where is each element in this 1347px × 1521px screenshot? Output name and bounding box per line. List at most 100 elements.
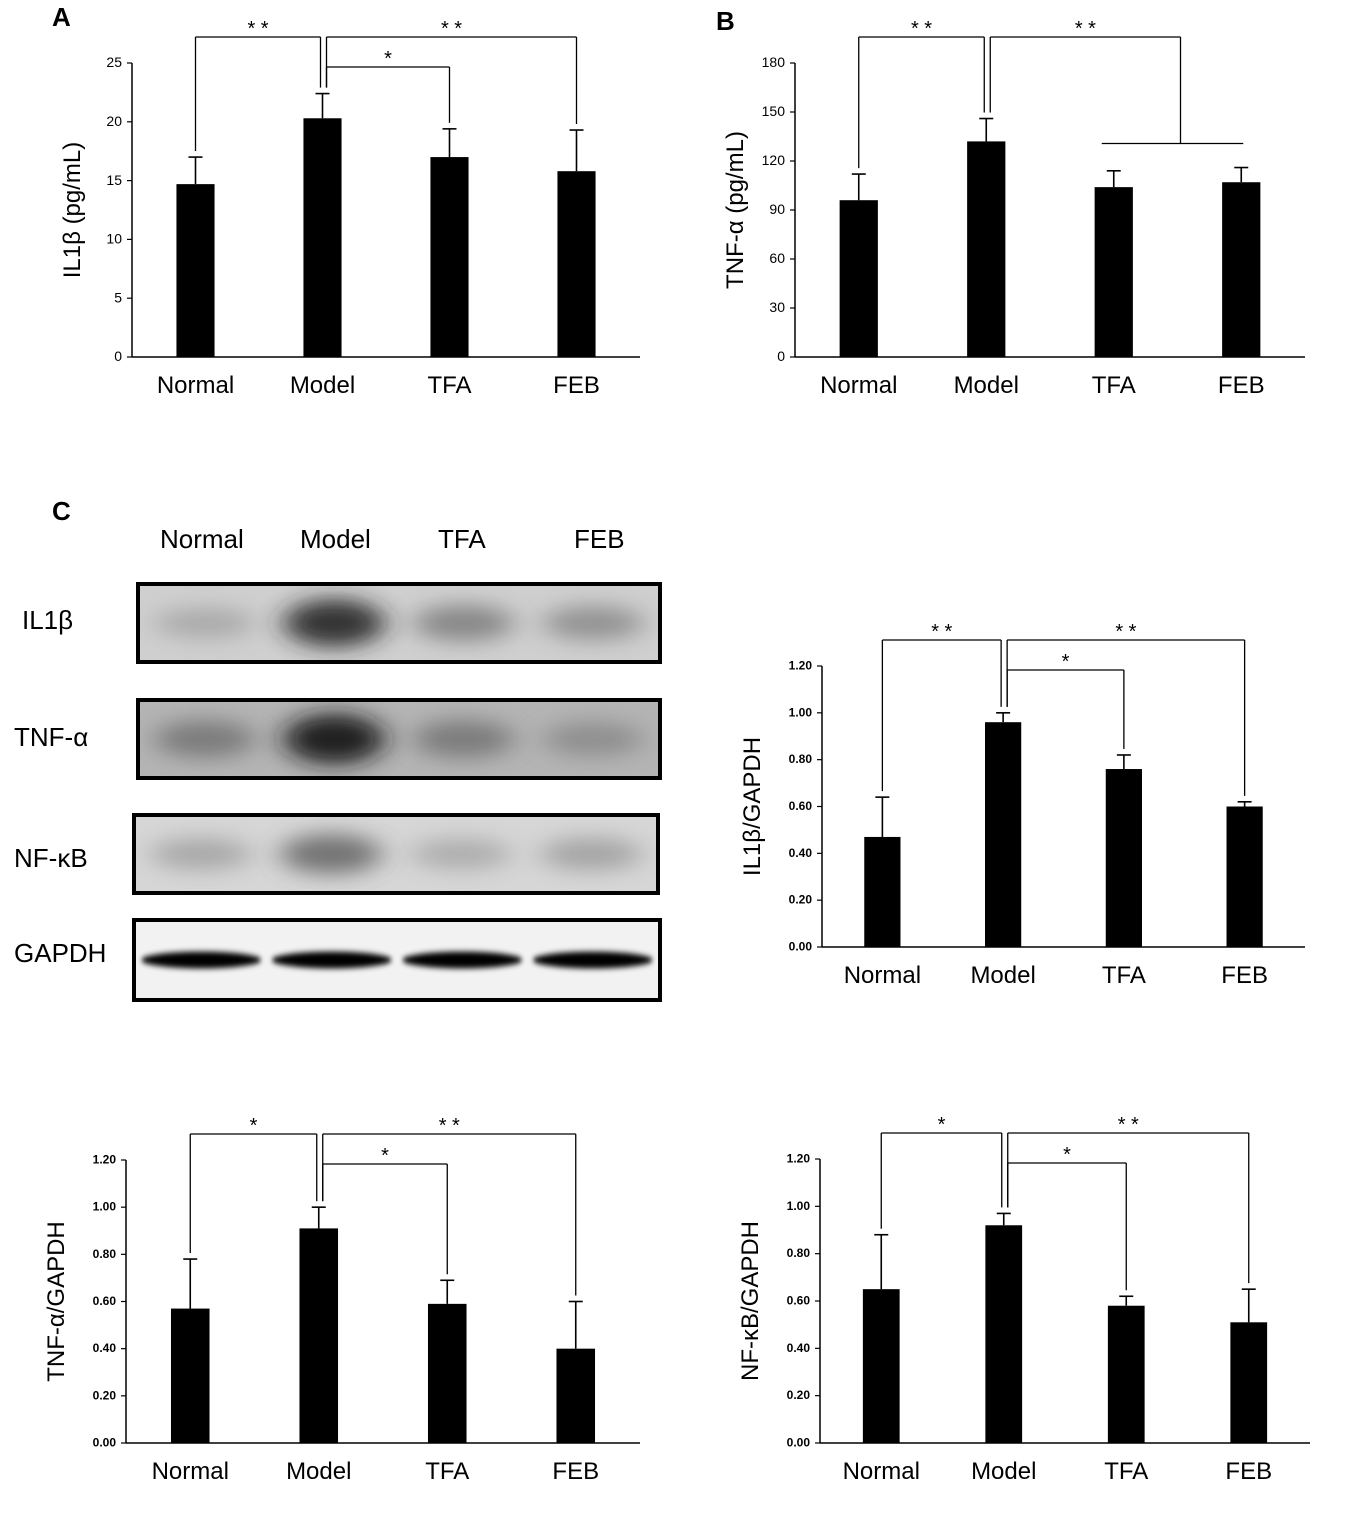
x-tick-label: Normal — [820, 372, 897, 399]
x-tick-label: Normal — [152, 1458, 229, 1485]
bar-model — [967, 141, 1006, 357]
significance-label: * * — [247, 18, 268, 40]
chart-b-tnfa-elisa: 0 30 60 90 120 150 180 TNF-α (pg/mL) Normal Model… — [695, 0, 1335, 410]
bar-tfa — [1105, 769, 1142, 947]
blot-row-label-nfkb: NF-κB — [14, 843, 88, 873]
bar-tfa — [1094, 187, 1133, 357]
y-tick-label: 60 — [769, 250, 785, 266]
bar-tfa — [427, 1303, 467, 1443]
y-tick-label: 0.40 — [787, 1341, 811, 1355]
y-tick-label: 5 — [114, 289, 122, 305]
blot-row-label-tnfa: TNF-α — [14, 722, 89, 752]
x-tick-label: Model — [290, 372, 355, 399]
y-axis-title: NF-κB/GAPDH — [737, 1221, 764, 1381]
blot-band — [413, 720, 515, 758]
blot-row-label-gapdh: GAPDH — [14, 938, 107, 968]
y-tick-label: 30 — [769, 299, 785, 315]
x-tick-label: TFA — [1102, 962, 1146, 989]
x-tick-label: TFA — [1104, 1458, 1148, 1485]
significance-label: * * — [439, 1115, 460, 1137]
x-tick-label: Normal — [843, 1458, 920, 1485]
bar-normal — [176, 184, 215, 357]
x-tick-label: FEB — [553, 372, 600, 399]
blot-band — [154, 720, 256, 758]
y-tick-label: 0.00 — [93, 1435, 117, 1449]
significance-label: * — [250, 1115, 258, 1137]
significance-label: * — [1062, 651, 1070, 673]
y-tick-label: 0.60 — [789, 799, 813, 813]
bar-feb — [1230, 1322, 1268, 1443]
panel-letter-c: C — [52, 496, 71, 526]
chart-c-tnfa-gapdh: 0.00 0.20 0.40 0.60 0.80 1.00 1.20 TNF-α/GAPDH N… — [30, 1115, 670, 1515]
blot-strip-nfkb — [132, 813, 660, 895]
x-tick-label: FEB — [552, 1458, 599, 1485]
x-tick-label: Model — [970, 962, 1035, 989]
y-tick-label: 120 — [762, 152, 786, 168]
bar-feb — [556, 1348, 596, 1443]
y-tick-label: 15 — [106, 172, 122, 188]
x-tick-label: Model — [954, 372, 1019, 399]
y-tick-label: 10 — [106, 231, 122, 247]
significance-label: * — [381, 1145, 389, 1167]
blot-strip-gapdh — [132, 918, 662, 1002]
x-tick-label: TFA — [425, 1458, 469, 1485]
y-tick-label: 180 — [762, 54, 786, 70]
bar-tfa — [430, 157, 469, 357]
blot-band — [271, 951, 392, 969]
y-axis-title: TNF-α (pg/mL) — [722, 131, 749, 289]
x-tick-label: Model — [971, 1458, 1036, 1485]
blot-lane-normal: Normal — [160, 524, 244, 554]
blot-strip-tnfa — [136, 698, 662, 780]
y-tick-label: 1.00 — [789, 705, 813, 719]
significance-label: * * — [1075, 18, 1096, 40]
bar-normal — [170, 1308, 210, 1443]
bar-normal — [862, 1289, 900, 1443]
y-tick-label: 0 — [777, 348, 785, 364]
blot-strip-il1b — [136, 582, 662, 664]
y-tick-label: 0.40 — [789, 846, 813, 860]
panel-letter-a: A — [52, 2, 71, 32]
y-tick-label: 90 — [769, 201, 785, 217]
significance-label: * * — [911, 18, 932, 40]
y-tick-label: 0.20 — [93, 1388, 117, 1402]
significance-label: * — [384, 48, 392, 70]
blot-band — [283, 599, 385, 647]
x-tick-label: Normal — [844, 962, 921, 989]
significance-label: * * — [1115, 621, 1136, 643]
blot-band — [532, 951, 653, 969]
x-tick-label: Model — [286, 1458, 351, 1485]
bar-feb — [557, 171, 596, 357]
y-tick-label: 1.00 — [787, 1199, 811, 1213]
x-tick-label: Normal — [157, 372, 234, 399]
y-tick-label: 0.20 — [789, 893, 813, 907]
significance-label: * — [1063, 1144, 1071, 1166]
blot-lane-feb: FEB — [574, 524, 625, 554]
x-tick-label: TFA — [1092, 372, 1136, 399]
bar-model — [985, 1225, 1023, 1443]
x-tick-label: TFA — [427, 372, 471, 399]
bar-tfa — [1107, 1305, 1145, 1443]
y-tick-label: 0 — [114, 348, 122, 364]
blot-band — [402, 951, 523, 969]
x-tick-label: FEB — [1225, 1458, 1272, 1485]
chart-c-il1b-gapdh: 0.00 0.20 0.40 0.60 0.80 1.00 1.20 IL1β/GAPDH No… — [725, 621, 1335, 1010]
significance-label: * — [938, 1114, 946, 1136]
y-tick-label: 0.80 — [789, 752, 813, 766]
blot-band — [154, 607, 256, 639]
y-tick-label: 25 — [106, 54, 122, 70]
significance-label: * * — [931, 621, 952, 643]
blot-band — [542, 721, 644, 757]
bar-model — [303, 118, 342, 357]
bar-normal — [864, 836, 901, 947]
y-tick-label: 0.60 — [93, 1294, 117, 1308]
blot-band — [542, 605, 644, 641]
blot-band — [410, 838, 512, 870]
significance-label: * * — [1118, 1114, 1139, 1136]
bar-normal — [839, 200, 878, 357]
y-axis-title: TNF-α/GAPDH — [43, 1221, 70, 1382]
y-tick-label: 0.20 — [787, 1388, 811, 1402]
y-tick-label: 0.80 — [787, 1246, 811, 1260]
y-tick-label: 0.80 — [93, 1247, 117, 1261]
y-tick-label: 1.20 — [93, 1152, 117, 1166]
y-tick-label: 1.20 — [787, 1151, 811, 1165]
